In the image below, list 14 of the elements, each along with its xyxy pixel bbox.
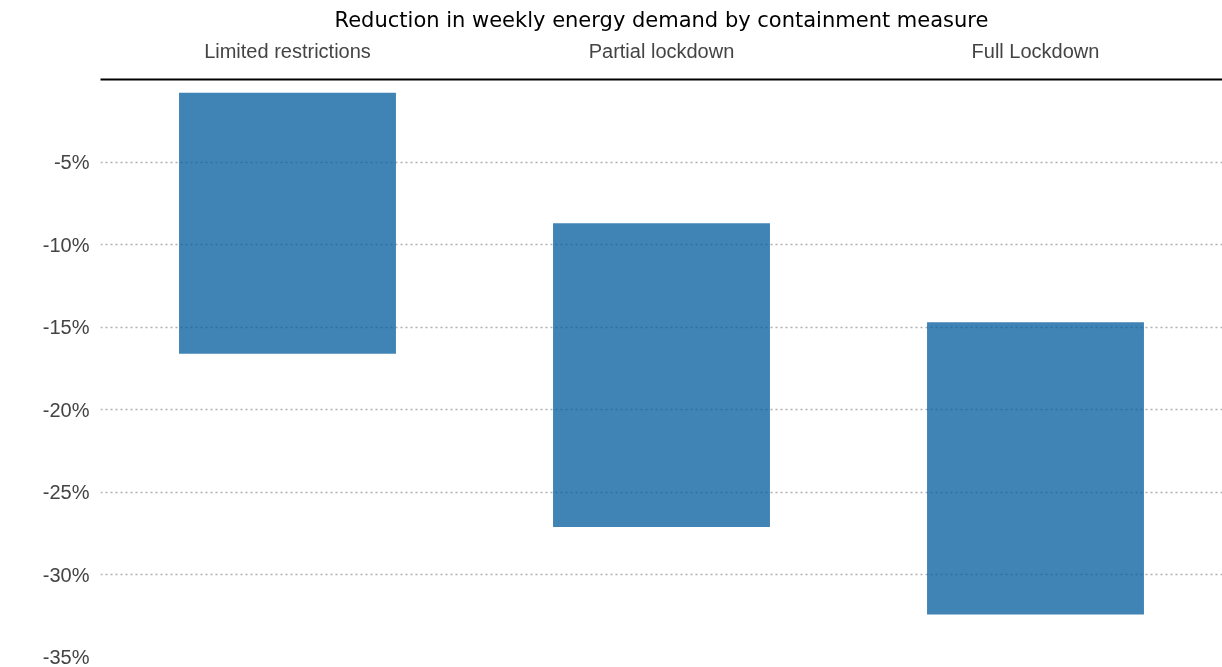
- y-tick-label: -10%: [42, 233, 90, 256]
- y-tick-label: -15%: [42, 316, 90, 339]
- bar: [927, 322, 1144, 615]
- y-tick-label: -20%: [42, 398, 90, 421]
- chart-title: Reduction in weekly energy demand by containment measure: [334, 7, 989, 32]
- x-tick-label: Full Lockdown: [971, 39, 1100, 62]
- bar: [179, 92, 396, 354]
- y-tick-label: -35%: [42, 645, 90, 667]
- y-tick-label: -30%: [42, 563, 90, 586]
- y-tick-label: -25%: [42, 481, 90, 504]
- bar: [553, 223, 770, 528]
- y-tick-label: -5%: [53, 151, 90, 174]
- x-tick-label: Partial lockdown: [588, 39, 735, 62]
- x-tick-label: Limited restrictions: [204, 39, 371, 62]
